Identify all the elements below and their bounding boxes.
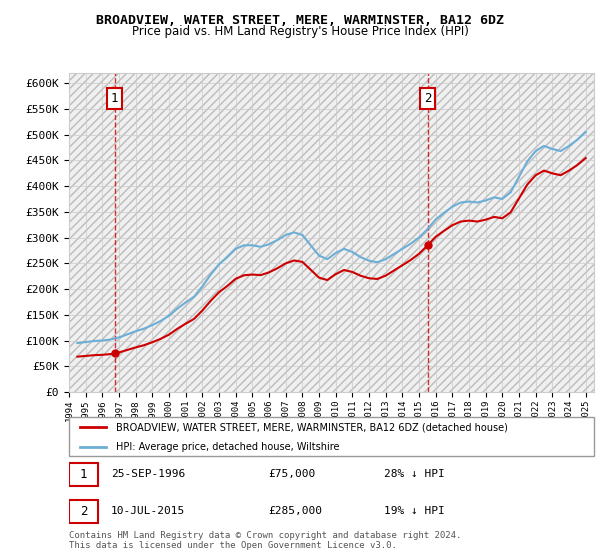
Text: 19% ↓ HPI: 19% ↓ HPI [384, 506, 445, 516]
Text: 1: 1 [111, 92, 118, 105]
Text: 28% ↓ HPI: 28% ↓ HPI [384, 469, 445, 479]
Text: 25-SEP-1996: 25-SEP-1996 [111, 469, 185, 479]
Text: BROADVIEW, WATER STREET, MERE, WARMINSTER, BA12 6DZ: BROADVIEW, WATER STREET, MERE, WARMINSTE… [96, 14, 504, 27]
FancyBboxPatch shape [69, 463, 98, 486]
FancyBboxPatch shape [69, 417, 594, 456]
Text: BROADVIEW, WATER STREET, MERE, WARMINSTER, BA12 6DZ (detached house): BROADVIEW, WATER STREET, MERE, WARMINSTE… [116, 422, 508, 432]
Text: Contains HM Land Registry data © Crown copyright and database right 2024.
This d: Contains HM Land Registry data © Crown c… [69, 531, 461, 550]
Text: £75,000: £75,000 [269, 469, 316, 479]
Text: Price paid vs. HM Land Registry's House Price Index (HPI): Price paid vs. HM Land Registry's House … [131, 25, 469, 38]
Text: 2: 2 [424, 92, 431, 105]
Text: 10-JUL-2015: 10-JUL-2015 [111, 506, 185, 516]
Text: 2: 2 [80, 505, 88, 518]
FancyBboxPatch shape [69, 500, 98, 523]
Text: 1: 1 [80, 468, 88, 481]
Text: £285,000: £285,000 [269, 506, 323, 516]
Text: HPI: Average price, detached house, Wiltshire: HPI: Average price, detached house, Wilt… [116, 442, 340, 451]
